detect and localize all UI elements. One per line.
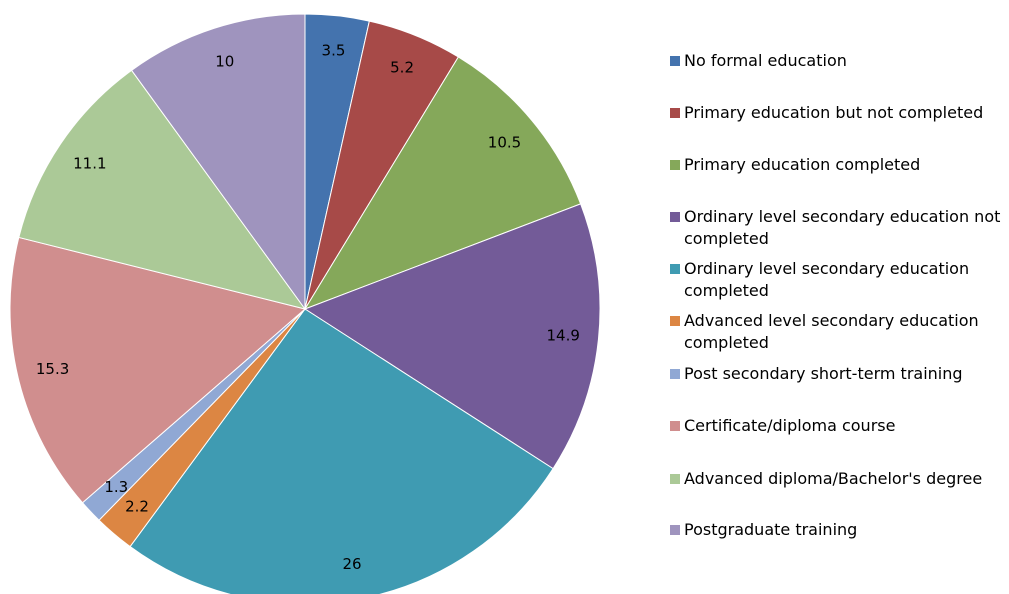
legend-item: Postgraduate training (670, 519, 1005, 541)
data-label: 3.5 (322, 41, 346, 59)
legend-item: Primary education completed (670, 154, 1005, 176)
legend-swatch (670, 160, 680, 170)
legend-item: Advanced diploma/Bachelor's degree (670, 468, 1005, 490)
data-label: 1.3 (104, 478, 128, 496)
legend-swatch (670, 474, 680, 484)
legend-item: Advanced level secondary education compl… (670, 310, 1005, 354)
data-label: 11.1 (73, 154, 106, 172)
legend-label: Advanced diploma/Bachelor's degree (684, 469, 983, 488)
legend-swatch (670, 525, 680, 535)
legend-item: Certificate/diploma course (670, 415, 1005, 437)
legend-swatch (670, 316, 680, 326)
pie-slice (129, 308, 554, 594)
pie-slice (130, 13, 306, 311)
legend-item: Ordinary level secondary education not c… (670, 206, 1005, 250)
data-label: 15.3 (36, 360, 69, 378)
data-label: 14.9 (547, 326, 580, 344)
legend-label: Postgraduate training (684, 520, 858, 539)
legend-label: Advanced level secondary education compl… (684, 311, 979, 352)
pie-slice (18, 69, 307, 310)
data-label: 10 (215, 53, 234, 71)
legend-item: Post secondary short-term training (670, 363, 1005, 385)
pie-slice (303, 56, 582, 310)
pie-slice (9, 236, 307, 504)
legend-label: Ordinary level secondary education not c… (684, 207, 1001, 248)
legend-swatch (670, 212, 680, 222)
legend-item: Ordinary level secondary education compl… (670, 258, 1005, 302)
legend-label: Ordinary level secondary education compl… (684, 259, 970, 300)
legend-item: Primary education but not completed (670, 102, 1005, 124)
legend-swatch (670, 264, 680, 274)
legend-label: Primary education but not completed (684, 103, 984, 122)
data-label: 5.2 (390, 59, 414, 77)
legend-label: Certificate/diploma course (684, 416, 896, 435)
legend-swatch (670, 369, 680, 379)
legend-swatch (670, 108, 680, 118)
data-label: 2.2 (125, 497, 149, 515)
pie-slice (303, 203, 601, 470)
legend-swatch (670, 56, 680, 66)
legend-label: Primary education completed (684, 155, 921, 174)
chart: 3.5 5.2 10.5 14.9 26 2.21.3 15.3 11.1 10 (9, 13, 601, 594)
legend-item: No formal education (670, 50, 1005, 72)
data-label: 10.5 (488, 133, 521, 151)
legend-label: Post secondary short-term training (684, 364, 963, 383)
legend-swatch (670, 421, 680, 431)
legend-label: No formal education (684, 51, 847, 70)
data-label: 26 (342, 555, 361, 573)
